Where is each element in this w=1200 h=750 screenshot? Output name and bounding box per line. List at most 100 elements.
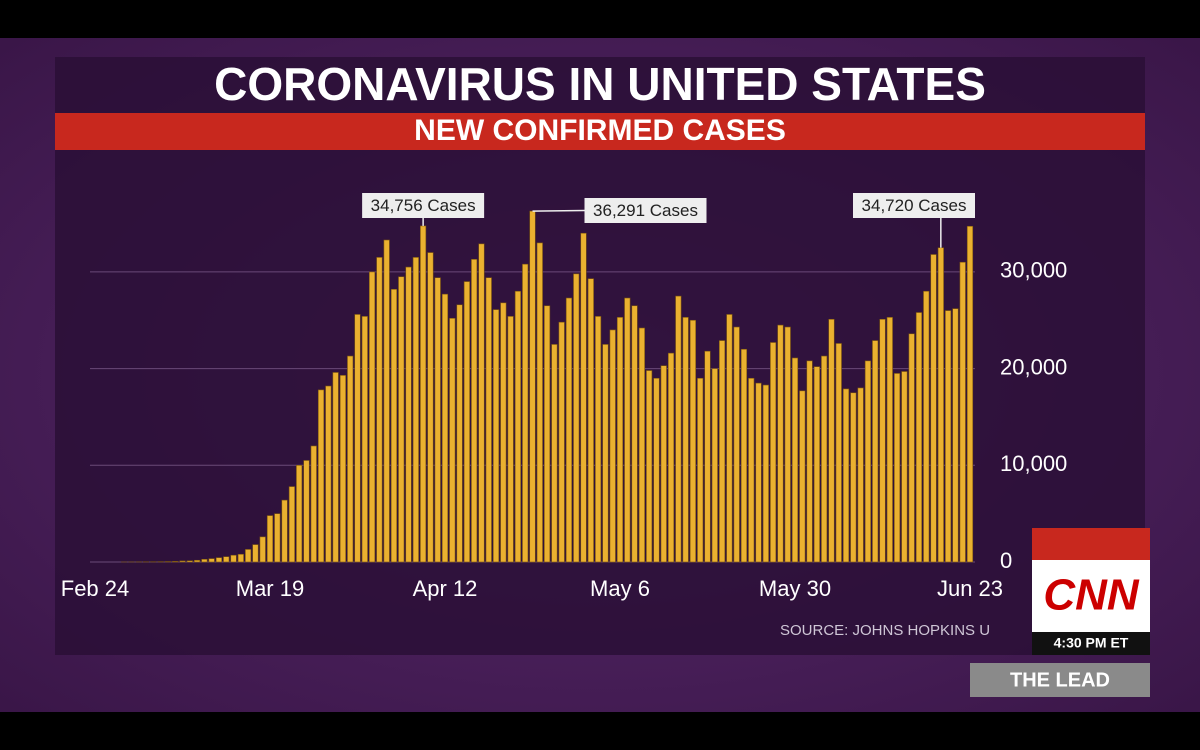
bar (879, 318, 886, 563)
bar (675, 295, 682, 563)
bar (711, 368, 718, 563)
bar (478, 243, 485, 563)
bar (420, 225, 427, 563)
x-tick-label: Feb 24 (61, 576, 130, 601)
y-tick-label: 20,000 (1000, 354, 1067, 379)
bar (777, 324, 784, 563)
bar (186, 560, 193, 563)
bar (398, 276, 405, 563)
y-tick-label: 30,000 (1000, 258, 1067, 283)
bar (383, 239, 390, 563)
bar (609, 329, 616, 563)
bar (915, 312, 923, 563)
bar (376, 257, 383, 563)
show-box (970, 663, 1150, 697)
bar (682, 317, 689, 563)
bar (310, 445, 317, 563)
y-tick-label: 0 (1000, 548, 1012, 573)
bar (230, 554, 237, 563)
bar (558, 321, 565, 563)
bar (616, 317, 624, 563)
bar (274, 513, 281, 563)
bar (536, 242, 543, 563)
bar (237, 553, 244, 563)
time: 4:30 PM ET (1054, 635, 1129, 651)
bar (303, 460, 310, 563)
bar (463, 281, 470, 563)
bar (471, 259, 478, 563)
bar (325, 385, 332, 563)
bar (573, 273, 580, 563)
bar (697, 377, 704, 563)
bar (894, 373, 901, 563)
bar (813, 366, 820, 563)
time-bar (1032, 632, 1150, 655)
bar (908, 333, 915, 563)
value-label: 34,756 Cases (371, 196, 476, 215)
bar (441, 293, 449, 563)
bar (966, 225, 974, 563)
bar (689, 319, 696, 563)
bar (595, 316, 602, 563)
bar (522, 263, 529, 563)
bar (748, 377, 755, 563)
bar (529, 210, 536, 563)
subtitle-band (55, 113, 1145, 150)
bar (215, 557, 223, 563)
bar (733, 326, 740, 563)
bar (828, 318, 835, 563)
bar (835, 343, 842, 563)
bar (259, 536, 266, 563)
bar (507, 316, 514, 563)
value-label: 34,720 Cases (862, 196, 967, 215)
bar (551, 344, 558, 563)
bar (485, 277, 492, 563)
logo: CNN (1043, 571, 1140, 620)
bar (194, 559, 201, 563)
bar (369, 271, 376, 563)
bar (317, 389, 325, 563)
bar (857, 387, 864, 563)
bar (770, 342, 777, 563)
label-box (584, 198, 707, 223)
bar (660, 365, 667, 563)
bar (354, 314, 361, 563)
bar (580, 232, 587, 563)
bar (281, 499, 288, 563)
x-tick-label: Jun 23 (937, 576, 1003, 601)
bar (864, 360, 871, 563)
bar (223, 556, 230, 563)
bar (791, 357, 799, 563)
chart-subtitle: NEW CONFIRMED CASES (414, 114, 786, 147)
bar (390, 289, 398, 563)
bar (544, 305, 551, 563)
bar (245, 549, 252, 563)
bar (332, 372, 339, 563)
bar (930, 254, 937, 563)
bar (500, 302, 507, 563)
bar (901, 371, 908, 563)
y-tick-label: 10,000 (1000, 451, 1067, 476)
plot: 0 10,000 20,000 30,000 Feb 24 Mar 19 Apr 12 May… (61, 193, 1067, 601)
bar (208, 558, 215, 563)
bar (937, 247, 944, 563)
bar (952, 308, 959, 563)
bar (179, 560, 186, 563)
bar (296, 464, 303, 563)
bar (427, 252, 434, 563)
bar (266, 515, 274, 563)
x-tick-label: Apr 12 (413, 576, 478, 601)
show-name: THE LEAD (1010, 669, 1110, 691)
bar (412, 257, 419, 563)
bar (740, 348, 748, 563)
x-tick-label: May 30 (759, 576, 831, 601)
bar (762, 384, 769, 563)
bar (726, 314, 733, 563)
bar (347, 355, 354, 563)
bar (405, 266, 412, 563)
source: SOURCE: JOHNS HOPKINS U (780, 622, 990, 639)
bar (872, 340, 879, 563)
bar (784, 326, 791, 563)
bar (361, 316, 368, 563)
